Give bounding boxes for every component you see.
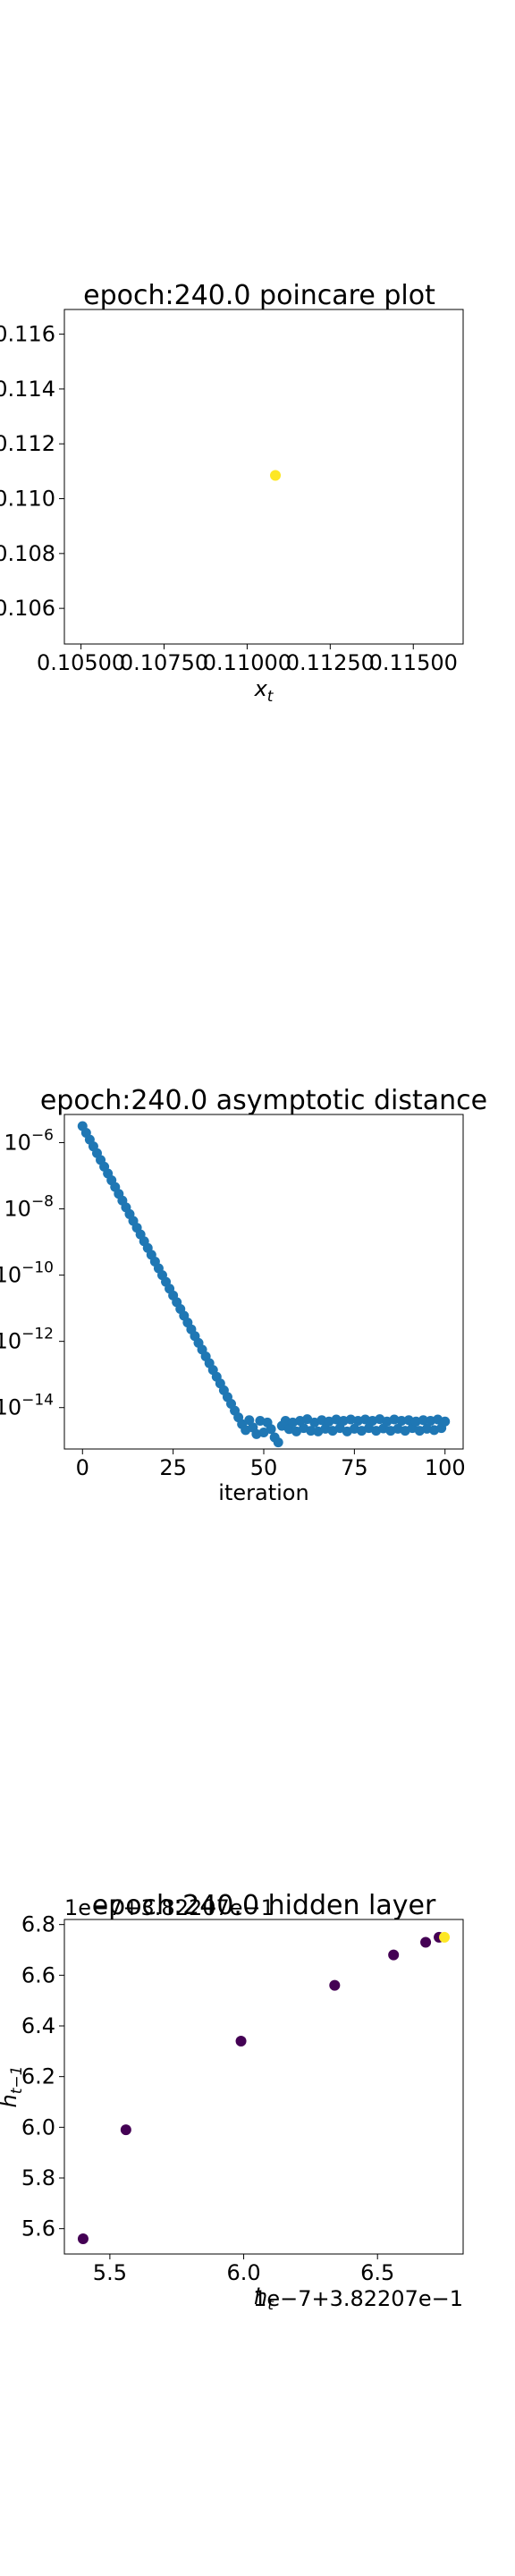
asymptotic-x-tick-label: 75 bbox=[341, 1455, 368, 1480]
asymptotic-x-tick-label: 100 bbox=[425, 1455, 466, 1480]
asymptotic-point bbox=[421, 1423, 432, 1434]
hidden-layer-y-tick-label: 6.8 bbox=[21, 1912, 55, 1937]
hidden-layer-y-axis-label: ht−1 bbox=[0, 2066, 26, 2108]
poincare-points bbox=[270, 470, 282, 481]
hidden-layer-x-tick-label: 5.5 bbox=[93, 2260, 127, 2285]
hidden-layer-y-tick-label: 6.2 bbox=[21, 2064, 55, 2089]
asymptotic-point bbox=[273, 1437, 283, 1448]
hidden-layer-y-tick-label: 5.6 bbox=[21, 2216, 55, 2241]
hidden-layer-chart: epoch:240.0 hidden layer 1e−7+3.82207e−1… bbox=[0, 1890, 464, 2314]
poincare-point bbox=[270, 470, 282, 481]
asymptotic-point bbox=[410, 1416, 421, 1427]
asymptotic-x-axis-label: iteration bbox=[218, 1480, 308, 1505]
asymptotic-point bbox=[244, 1415, 255, 1426]
asymptotic-x-tick-label: 0 bbox=[76, 1455, 89, 1480]
poincare-x-tick-label: 0.11000 bbox=[203, 650, 291, 675]
hidden-layer-y-ticks: 5.6 5.8 6.0 6.2 6.4 6.6 6.8 bbox=[21, 1912, 64, 2241]
hidden-layer-x-tick-label: 6.5 bbox=[360, 2260, 394, 2285]
asymptotic-chart: epoch:240.0 asymptotic distance 0 25 50 75 1… bbox=[0, 1085, 487, 1505]
hidden-layer-y-tick-label: 6.0 bbox=[21, 2114, 55, 2140]
asymptotic-point bbox=[426, 1416, 436, 1427]
asymptotic-point bbox=[403, 1415, 414, 1426]
poincare-x-axis-label: xt bbox=[254, 676, 274, 706]
asymptotic-points bbox=[77, 1121, 451, 1448]
asymptotic-point bbox=[338, 1416, 349, 1427]
hidden-layer-point bbox=[420, 1936, 432, 1948]
asymptotic-x-ticks: 0 25 50 75 100 bbox=[76, 1449, 466, 1480]
poincare-y-tick-label: 0.110 bbox=[0, 487, 55, 512]
asymptotic-point bbox=[418, 1415, 428, 1426]
poincare-plot-area bbox=[63, 309, 464, 645]
poincare-y-tick-label: 0.106 bbox=[0, 596, 55, 621]
asymptotic-x-tick-label: 50 bbox=[250, 1455, 278, 1480]
asymptotic-y-tick-label: 10−6 bbox=[4, 1126, 54, 1155]
hidden-layer-y-tick-label: 6.4 bbox=[21, 2013, 55, 2038]
asymptotic-point bbox=[389, 1414, 400, 1425]
asymptotic-x-tick-label: 25 bbox=[159, 1455, 187, 1480]
poincare-x-tick-label: 0.10500 bbox=[37, 650, 125, 675]
poincare-y-tick-label: 0.114 bbox=[0, 377, 55, 402]
asymptotic-point bbox=[331, 1414, 342, 1425]
hidden-layer-point bbox=[120, 2124, 131, 2136]
hidden-layer-point bbox=[388, 1949, 400, 1961]
asymptotic-y-tick-label: 10−10 bbox=[0, 1259, 54, 1288]
hidden-layer-point bbox=[77, 2233, 89, 2244]
asymptotic-point bbox=[396, 1416, 407, 1427]
asymptotic-y-tick-label: 10−12 bbox=[0, 1326, 54, 1354]
asymptotic-point bbox=[345, 1414, 356, 1425]
hidden-layer-point bbox=[439, 1931, 451, 1943]
hidden-layer-y-tick-label: 6.6 bbox=[21, 1962, 55, 1987]
asymptotic-point bbox=[352, 1416, 363, 1427]
hidden-layer-point bbox=[329, 1979, 341, 1991]
asymptotic-point bbox=[360, 1414, 371, 1425]
poincare-chart: epoch:240.0 poincare plot 0.105000.10750… bbox=[0, 280, 464, 706]
asymptotic-point bbox=[440, 1416, 451, 1427]
hidden-layer-y-offset: 1e−7+3.82207e−1 bbox=[64, 1895, 274, 1920]
hidden-layer-x-tick-label: 6.0 bbox=[226, 2260, 260, 2285]
poincare-y-tick-label: 0.112 bbox=[0, 431, 55, 456]
poincare-x-tick-label: 0.11500 bbox=[369, 650, 458, 675]
hidden-layer-y-tick-label: 5.8 bbox=[21, 2165, 55, 2190]
hidden-layer-x-ticks: 5.5 6.0 6.5 bbox=[93, 2254, 394, 2285]
asymptotic-y-tick-label: 10−14 bbox=[0, 1392, 54, 1420]
hidden-layer-plot-area bbox=[63, 1919, 464, 2255]
poincare-y-tick-label: 0.116 bbox=[0, 322, 55, 347]
asymptotic-point bbox=[317, 1415, 327, 1426]
asymptotic-y-tick-label: 10−8 bbox=[4, 1193, 54, 1222]
poincare-y-ticks: 0.106 0.108 0.110 0.112 0.114 0.116 bbox=[0, 322, 64, 621]
hidden-layer-point bbox=[235, 2036, 247, 2046]
poincare-x-tick-label: 0.10750 bbox=[120, 650, 208, 675]
asymptotic-point bbox=[266, 1424, 276, 1435]
asymptotic-title: epoch:240.0 asymptotic distance bbox=[40, 1085, 487, 1116]
asymptotic-plot-area bbox=[63, 1114, 464, 1450]
hidden-layer-title: epoch:240.0 hidden layer bbox=[92, 1890, 436, 1921]
poincare-y-tick-label: 0.108 bbox=[0, 541, 55, 566]
poincare-x-tick-label: 0.11250 bbox=[286, 650, 375, 675]
asymptotic-y-ticks: 10−6 10−8 10−10 10−12 10−14 bbox=[0, 1126, 64, 1420]
poincare-title: epoch:240.0 poincare plot bbox=[83, 280, 435, 311]
hidden-layer-x-offset: 1e−7+3.82207e−1 bbox=[253, 2286, 463, 2311]
hidden-layer-points bbox=[77, 1931, 451, 2244]
asymptotic-point bbox=[306, 1426, 317, 1436]
